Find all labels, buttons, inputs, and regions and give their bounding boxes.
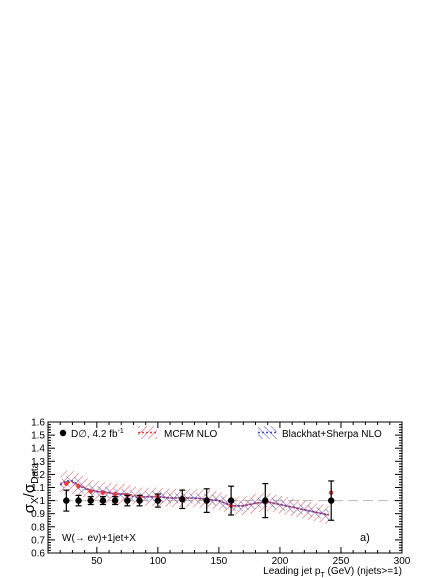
data-point <box>136 494 143 507</box>
data-point <box>203 488 210 513</box>
legend-data-marker <box>59 429 67 437</box>
data-point-marker <box>75 497 82 504</box>
y-tick-label: 1 <box>39 496 45 507</box>
data-point-marker <box>203 497 210 504</box>
y-tick-label: 1.3 <box>31 457 45 468</box>
mcfm-point <box>100 490 106 496</box>
legend-blackhat-label: Blackhat+Sherpa NLO <box>282 429 382 440</box>
legend-data-label: D∅, 4.2 fb-1 <box>71 428 124 440</box>
data-point <box>154 493 162 508</box>
legend-entry-data: D∅, 4.2 fb-1 <box>59 428 124 440</box>
data-point-marker <box>262 497 269 504</box>
panel-label: a) <box>360 532 370 544</box>
y-tick-label: 1.2 <box>31 470 45 481</box>
data-point-marker <box>328 497 335 504</box>
x-tick-label: 250 <box>333 556 350 567</box>
process-annotation: W(→ eν)+1jet+X <box>62 533 136 544</box>
data-point <box>87 496 94 506</box>
y-tick-label: 1.5 <box>31 431 45 442</box>
mcfm-point <box>76 483 81 489</box>
mcfm-point <box>64 480 69 487</box>
x-tick-label: 150 <box>211 556 228 567</box>
x-tick-label: 300 <box>394 556 411 567</box>
axes: 50 100 150 200 250 300 0.6 0.7 0.8 0.9 1 1.1 1.2 1.3 1… <box>31 418 411 568</box>
legend: D∅, 4.2 fb-1 MCFM NLO Blackhat+Sherpa NL… <box>59 426 382 440</box>
data-point-marker <box>87 497 94 504</box>
mcfm-point-marker <box>112 491 118 497</box>
y-tick-label: 0.7 <box>31 535 45 546</box>
data-point-marker <box>124 497 131 504</box>
data-point <box>262 482 269 519</box>
y-tick-label: 1.1 <box>31 483 45 494</box>
y-tick-label: 1.6 <box>31 418 45 429</box>
mcfm-point-marker <box>88 489 93 494</box>
mcfm-point-marker <box>64 481 69 486</box>
legend-entry-mcfm: MCFM NLO <box>138 426 218 440</box>
plot-area <box>48 470 402 525</box>
y-tick-label: 1.4 <box>31 444 45 455</box>
data-point-marker <box>99 497 107 504</box>
y-axis-title: σX/σData <box>21 462 41 513</box>
x-axis-title: Leading jet pT (GeV) (njets>=1) <box>263 566 402 578</box>
data-point <box>179 489 186 510</box>
data-point-marker <box>111 497 119 504</box>
data-point-marker <box>154 497 162 504</box>
mcfm-point <box>112 491 118 497</box>
data-point <box>111 496 119 506</box>
data-point <box>328 480 335 521</box>
x-tick-label: 100 <box>150 556 167 567</box>
x-tick-label: 50 <box>91 556 103 567</box>
mcfm-point-marker <box>76 483 81 489</box>
y-tick-label: 0.9 <box>31 509 45 520</box>
x-tick-label: 200 <box>272 556 289 567</box>
data-point <box>75 494 82 507</box>
mcfm-point-marker <box>100 490 106 495</box>
y-tick-label: 0.8 <box>31 522 45 533</box>
mcfm-point <box>88 488 93 495</box>
data-point <box>124 494 131 507</box>
data-point <box>63 489 70 512</box>
data-point-marker <box>227 497 235 504</box>
legend-entry-blackhat: Blackhat+Sherpa NLO <box>258 426 382 440</box>
data-point-marker <box>63 497 70 504</box>
data-point-marker <box>179 496 186 503</box>
legend-mcfm-label: MCFM NLO <box>164 429 218 440</box>
data-point <box>227 485 235 516</box>
data-point <box>99 496 107 506</box>
data-point-marker <box>136 497 143 504</box>
y-tick-label: 0.6 <box>31 549 45 560</box>
